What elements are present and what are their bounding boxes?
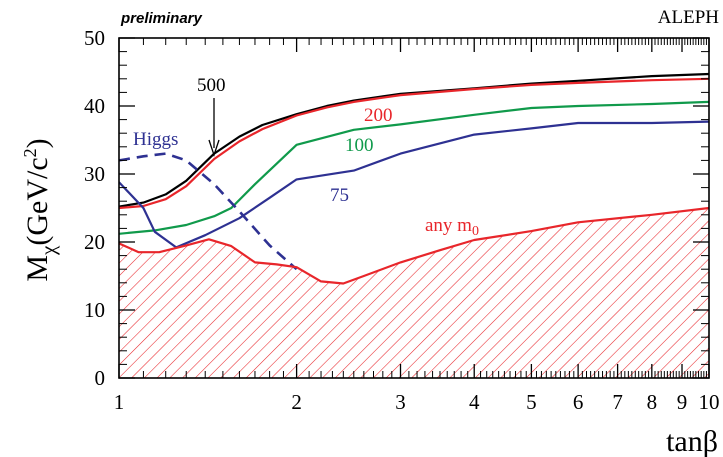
label-higgs: Higgs xyxy=(133,129,178,150)
x-tick-label: 7 xyxy=(612,390,623,414)
label-any-m0: any m0 xyxy=(425,215,479,239)
preliminary-label: preliminary xyxy=(120,10,203,27)
y-tick-label: 20 xyxy=(84,230,105,254)
x-tick-label: 9 xyxy=(677,390,688,414)
series-line-m100 xyxy=(119,100,709,235)
x-tick-label: 3 xyxy=(395,390,406,414)
x-tick-label: 8 xyxy=(647,390,658,414)
label-200: 200 xyxy=(364,105,393,126)
y-tick-label: 10 xyxy=(84,298,105,322)
plot-frame xyxy=(118,37,710,379)
y-axis: 0 10 20 30 40 50 xyxy=(84,26,709,390)
x-axis-title: tanβ xyxy=(666,425,718,457)
label-75: 75 xyxy=(330,185,349,206)
y-tick-label: 30 xyxy=(84,162,105,186)
x-tick-label: 10 xyxy=(699,390,720,414)
y-tick-label: 50 xyxy=(84,26,105,50)
y-tick-label: 40 xyxy=(84,94,105,118)
x-axis: 1 2 3 4 5 6 7 8 9 10 xyxy=(114,38,720,414)
series-line-higgs xyxy=(119,152,298,271)
y-tick-label: 0 xyxy=(95,366,106,390)
x-tick-label: 6 xyxy=(573,390,584,414)
experiment-label: ALEPH xyxy=(658,7,720,28)
series-line-m200 xyxy=(119,77,709,210)
series-line-m75 xyxy=(119,120,709,249)
y-axis-title: Mχ(GeV/c2) xyxy=(20,138,60,281)
x-tick-label: 1 xyxy=(114,390,125,414)
arrow-500-head xyxy=(208,139,220,158)
excluded-area-any_m0 xyxy=(119,208,709,378)
x-tick-label: 5 xyxy=(526,390,537,414)
series-line-m500 xyxy=(119,72,709,208)
label-100: 100 xyxy=(345,135,374,156)
excluded-region xyxy=(119,208,709,378)
x-tick-label: 4 xyxy=(469,390,480,414)
series-group xyxy=(119,72,709,285)
label-500: 500 xyxy=(197,75,226,96)
x-tick-label: 2 xyxy=(291,390,302,414)
series-line-any_m0 xyxy=(119,206,709,285)
